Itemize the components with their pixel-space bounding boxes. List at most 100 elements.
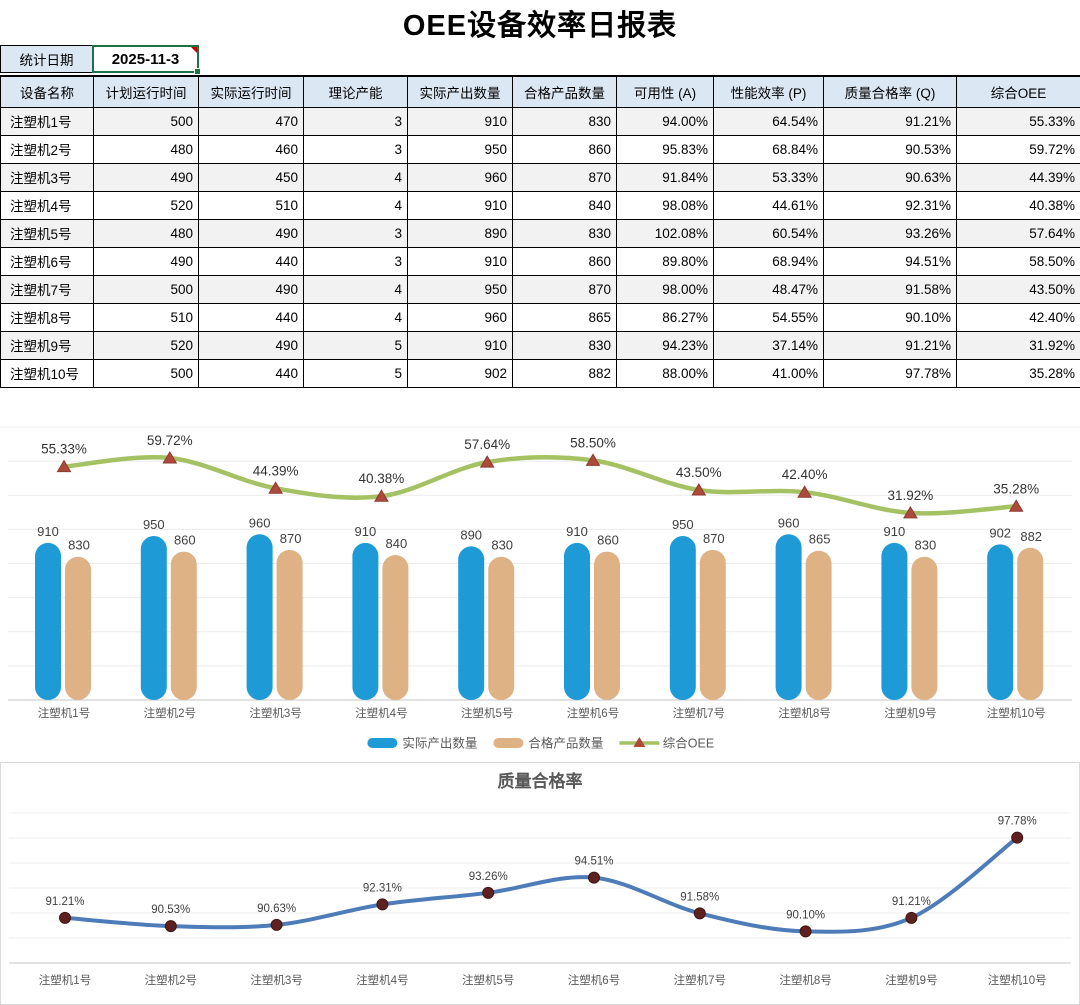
table-cell[interactable]: 89.80% [616, 246, 714, 276]
production-combo-chart[interactable]: 910 950 960 910 890 910 950 960 910 902 830 860 870 8… [0, 420, 1080, 760]
column-header-qualified[interactable]: 合格产品数量 [512, 75, 617, 108]
table-cell[interactable]: 440 [198, 302, 304, 332]
table-cell[interactable]: 865 [512, 302, 617, 332]
table-cell[interactable]: 94.51% [823, 246, 957, 276]
table-cell[interactable]: 910 [407, 330, 513, 360]
table-cell[interactable]: 88.00% [616, 358, 714, 388]
table-cell[interactable]: 43.50% [956, 274, 1080, 304]
date-value-cell[interactable]: 2025-11-3 [92, 45, 201, 75]
table-cell[interactable]: 40.38% [956, 190, 1080, 220]
table-cell[interactable]: 98.08% [616, 190, 714, 220]
table-cell[interactable]: 830 [512, 330, 617, 360]
table-cell[interactable]: 58.50% [956, 246, 1080, 276]
table-cell[interactable]: 94.23% [616, 330, 714, 360]
table-cell[interactable]: 902 [407, 358, 513, 388]
device-name-cell[interactable]: 注塑机10号 [0, 358, 94, 388]
table-cell[interactable]: 470 [198, 106, 304, 136]
table-cell[interactable]: 440 [198, 246, 304, 276]
table-cell[interactable]: 490 [93, 246, 199, 276]
table-cell[interactable]: 48.47% [713, 274, 824, 304]
table-cell[interactable]: 5 [303, 330, 408, 360]
table-cell[interactable]: 490 [198, 218, 304, 248]
table-cell[interactable]: 490 [93, 162, 199, 192]
table-cell[interactable]: 4 [303, 274, 408, 304]
column-header-planned-time[interactable]: 计划运行时间 [93, 75, 199, 108]
table-cell[interactable]: 90.10% [823, 302, 957, 332]
table-cell[interactable]: 882 [512, 358, 617, 388]
table-cell[interactable]: 42.40% [956, 302, 1080, 332]
table-cell[interactable]: 3 [303, 134, 408, 164]
table-cell[interactable]: 3 [303, 106, 408, 136]
table-cell[interactable]: 31.92% [956, 330, 1080, 360]
table-cell[interactable]: 4 [303, 162, 408, 192]
table-cell[interactable]: 480 [93, 134, 199, 164]
table-cell[interactable]: 510 [198, 190, 304, 220]
selection-fill-handle[interactable] [194, 68, 201, 75]
table-cell[interactable]: 500 [93, 358, 199, 388]
device-name-cell[interactable]: 注塑机8号 [0, 302, 94, 332]
table-cell[interactable]: 90.53% [823, 134, 957, 164]
table-cell[interactable]: 830 [512, 218, 617, 248]
table-cell[interactable]: 91.21% [823, 106, 957, 136]
table-cell[interactable]: 500 [93, 106, 199, 136]
device-name-cell[interactable]: 注塑机3号 [0, 162, 94, 192]
column-header-oee[interactable]: 综合OEE [956, 75, 1080, 108]
table-cell[interactable]: 830 [512, 106, 617, 136]
table-cell[interactable]: 440 [198, 358, 304, 388]
column-header-quality[interactable]: 质量合格率 (Q) [823, 75, 957, 108]
device-name-cell[interactable]: 注塑机6号 [0, 246, 94, 276]
table-cell[interactable]: 59.72% [956, 134, 1080, 164]
table-cell[interactable]: 53.33% [713, 162, 824, 192]
table-cell[interactable]: 97.78% [823, 358, 957, 388]
table-cell[interactable]: 91.84% [616, 162, 714, 192]
column-header-availability[interactable]: 可用性 (A) [616, 75, 714, 108]
table-cell[interactable]: 64.54% [713, 106, 824, 136]
table-cell[interactable]: 510 [93, 302, 199, 332]
table-cell[interactable]: 37.14% [713, 330, 824, 360]
column-header-capacity[interactable]: 理论产能 [303, 75, 408, 108]
table-cell[interactable]: 86.27% [616, 302, 714, 332]
table-cell[interactable]: 890 [407, 218, 513, 248]
table-cell[interactable]: 950 [407, 274, 513, 304]
table-cell[interactable]: 480 [93, 218, 199, 248]
table-cell[interactable]: 90.63% [823, 162, 957, 192]
table-cell[interactable]: 520 [93, 330, 199, 360]
table-cell[interactable]: 98.00% [616, 274, 714, 304]
table-cell[interactable]: 94.00% [616, 106, 714, 136]
table-cell[interactable]: 910 [407, 246, 513, 276]
table-cell[interactable]: 500 [93, 274, 199, 304]
table-cell[interactable]: 93.26% [823, 218, 957, 248]
table-cell[interactable]: 3 [303, 246, 408, 276]
table-cell[interactable]: 60.54% [713, 218, 824, 248]
table-cell[interactable]: 68.94% [713, 246, 824, 276]
table-cell[interactable]: 55.33% [956, 106, 1080, 136]
table-cell[interactable]: 910 [407, 190, 513, 220]
table-cell[interactable]: 3 [303, 218, 408, 248]
table-cell[interactable]: 91.21% [823, 330, 957, 360]
quality-rate-chart[interactable]: 质量合格率 91.21% 90.53% 90.63% 92.31% 93.26% 94.51… [0, 762, 1080, 1005]
table-cell[interactable]: 960 [407, 302, 513, 332]
table-cell[interactable]: 960 [407, 162, 513, 192]
table-cell[interactable]: 860 [512, 134, 617, 164]
column-header-output[interactable]: 实际产出数量 [407, 75, 513, 108]
table-cell[interactable]: 840 [512, 190, 617, 220]
column-header-performance[interactable]: 性能效率 (P) [713, 75, 824, 108]
table-cell[interactable]: 4 [303, 190, 408, 220]
table-cell[interactable]: 520 [93, 190, 199, 220]
table-cell[interactable]: 870 [512, 162, 617, 192]
device-name-cell[interactable]: 注塑机1号 [0, 106, 94, 136]
date-label-cell[interactable]: 统计日期 [0, 45, 93, 73]
table-cell[interactable]: 35.28% [956, 358, 1080, 388]
table-cell[interactable]: 490 [198, 330, 304, 360]
table-cell[interactable]: 41.00% [713, 358, 824, 388]
device-name-cell[interactable]: 注塑机5号 [0, 218, 94, 248]
table-cell[interactable]: 44.39% [956, 162, 1080, 192]
table-cell[interactable]: 490 [198, 274, 304, 304]
device-name-cell[interactable]: 注塑机2号 [0, 134, 94, 164]
table-cell[interactable]: 91.58% [823, 274, 957, 304]
device-name-cell[interactable]: 注塑机9号 [0, 330, 94, 360]
table-cell[interactable]: 57.64% [956, 218, 1080, 248]
column-header-actual-time[interactable]: 实际运行时间 [198, 75, 304, 108]
table-cell[interactable]: 910 [407, 106, 513, 136]
table-cell[interactable]: 54.55% [713, 302, 824, 332]
